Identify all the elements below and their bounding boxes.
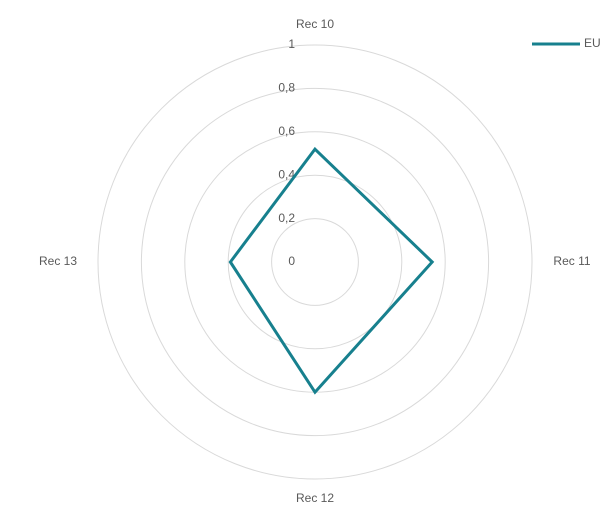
- series-line: [228, 146, 435, 395]
- tick-label: 0: [288, 254, 295, 268]
- grid-circle: [140, 87, 490, 437]
- category-label: Rec 12: [296, 491, 334, 505]
- tick-label: 0,2: [278, 211, 295, 225]
- legend-label: EU: [584, 36, 601, 50]
- tick-label: 0,4: [278, 167, 295, 181]
- category-label: Rec 11: [553, 254, 590, 268]
- grid-circle: [271, 218, 359, 306]
- category-label: Rec 10: [296, 17, 334, 31]
- tick-label: 0,6: [278, 124, 295, 138]
- grid-circle: [227, 174, 403, 350]
- tick-label: 0,8: [278, 81, 295, 95]
- grid-circle: [184, 131, 446, 393]
- tick-label: 1: [288, 37, 295, 51]
- category-label: Rec 13: [39, 254, 77, 268]
- grid-circle: [97, 44, 533, 480]
